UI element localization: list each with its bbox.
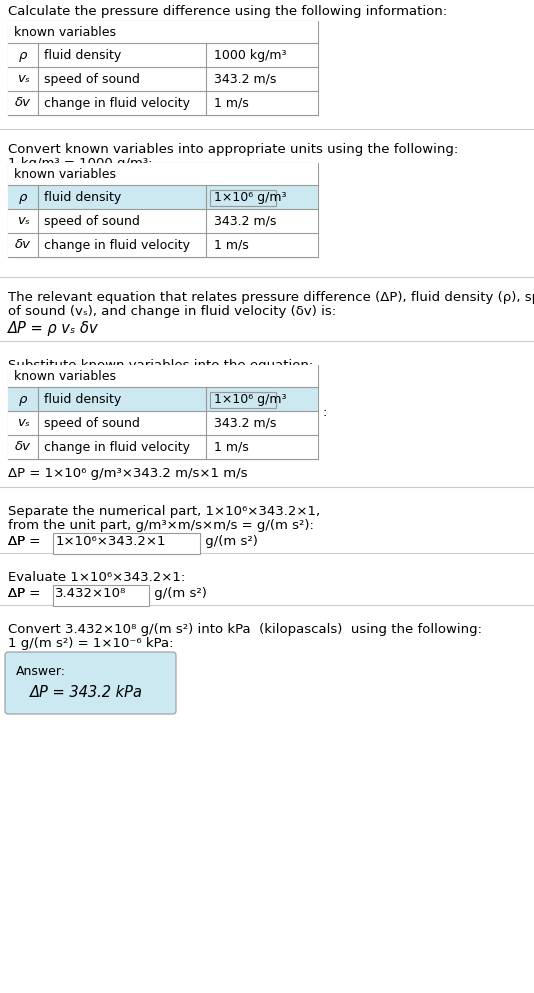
Text: 1 m/s: 1 m/s xyxy=(214,238,249,251)
Text: g/(m s²): g/(m s²) xyxy=(201,535,258,548)
Bar xyxy=(8,435,318,459)
Text: speed of sound: speed of sound xyxy=(44,416,140,430)
Text: g/(m s²): g/(m s²) xyxy=(151,587,207,600)
Text: ΔP = ρ vₛ δv: ΔP = ρ vₛ δv xyxy=(8,321,99,336)
Text: speed of sound: speed of sound xyxy=(44,214,140,227)
Text: 1 m/s: 1 m/s xyxy=(214,96,249,109)
Text: of sound (vₛ), and change in fluid velocity (δv) is:: of sound (vₛ), and change in fluid veloc… xyxy=(8,305,336,318)
FancyBboxPatch shape xyxy=(5,652,176,714)
Text: Separate the numerical part, 1×10⁶×343.2×1,: Separate the numerical part, 1×10⁶×343.2… xyxy=(8,505,320,518)
Text: from the unit part, g/m³×m/s×m/s = g/(m s²):: from the unit part, g/m³×m/s×m/s = g/(m … xyxy=(8,519,314,532)
Text: 1 g/(m s²) = 1×10⁻⁶ kPa:: 1 g/(m s²) = 1×10⁻⁶ kPa: xyxy=(8,637,174,650)
Text: ρ: ρ xyxy=(19,191,27,204)
Bar xyxy=(8,21,318,43)
Text: δv: δv xyxy=(15,238,31,251)
Text: :: : xyxy=(323,405,327,418)
Text: Convert known variables into appropriate units using the following:: Convert known variables into appropriate… xyxy=(8,143,458,156)
Bar xyxy=(8,21,318,115)
Text: 1×10⁶ g/m³: 1×10⁶ g/m³ xyxy=(214,392,287,405)
Bar xyxy=(8,67,318,91)
Text: fluid density: fluid density xyxy=(44,392,121,405)
Text: δv: δv xyxy=(15,441,31,454)
Text: ΔP =: ΔP = xyxy=(8,587,45,600)
Text: vₛ: vₛ xyxy=(17,416,29,430)
Text: 1×10⁶×343.2×1: 1×10⁶×343.2×1 xyxy=(55,535,166,548)
Text: change in fluid velocity: change in fluid velocity xyxy=(44,96,190,109)
Text: Evaluate 1×10⁶×343.2×1:: Evaluate 1×10⁶×343.2×1: xyxy=(8,571,185,584)
Text: 343.2 m/s: 343.2 m/s xyxy=(214,416,277,430)
Text: change in fluid velocity: change in fluid velocity xyxy=(44,441,190,454)
Text: 1000 kg/m³: 1000 kg/m³ xyxy=(214,49,287,62)
Text: Convert 3.432×10⁸ g/(m s²) into kPa  (kilopascals)  using the following:: Convert 3.432×10⁸ g/(m s²) into kPa (kil… xyxy=(8,623,482,636)
Bar xyxy=(8,387,318,411)
Bar xyxy=(8,185,318,209)
Text: ΔP = 343.2 kPa: ΔP = 343.2 kPa xyxy=(30,685,143,700)
Text: fluid density: fluid density xyxy=(44,191,121,204)
Bar xyxy=(8,411,318,435)
Text: ρ: ρ xyxy=(19,392,27,405)
Text: The relevant equation that relates pressure difference (ΔP), fluid density (ρ), : The relevant equation that relates press… xyxy=(8,291,534,304)
Text: known variables: known variables xyxy=(14,168,116,181)
FancyBboxPatch shape xyxy=(210,392,276,408)
Bar xyxy=(8,209,318,233)
Text: vₛ: vₛ xyxy=(17,214,29,227)
FancyBboxPatch shape xyxy=(210,190,276,206)
Text: known variables: known variables xyxy=(14,26,116,39)
Text: 1 kg/m³ = 1000 g/m³:: 1 kg/m³ = 1000 g/m³: xyxy=(8,157,153,170)
Bar xyxy=(8,43,318,67)
Text: ΔP = 1×10⁶ g/m³×343.2 m/s×1 m/s: ΔP = 1×10⁶ g/m³×343.2 m/s×1 m/s xyxy=(8,467,247,480)
Bar xyxy=(8,91,318,115)
Text: ΔP =: ΔP = xyxy=(8,535,45,548)
FancyBboxPatch shape xyxy=(53,533,200,554)
Bar xyxy=(8,365,318,459)
Bar xyxy=(8,163,318,257)
Bar xyxy=(8,163,318,185)
Text: ρ: ρ xyxy=(19,49,27,62)
Text: 1×10⁶ g/m³: 1×10⁶ g/m³ xyxy=(214,191,287,204)
Text: fluid density: fluid density xyxy=(44,49,121,62)
FancyBboxPatch shape xyxy=(53,585,150,606)
Bar xyxy=(8,365,318,387)
Text: vₛ: vₛ xyxy=(17,72,29,85)
Text: known variables: known variables xyxy=(14,369,116,382)
Text: Calculate the pressure difference using the following information:: Calculate the pressure difference using … xyxy=(8,5,447,18)
Bar xyxy=(8,233,318,257)
Text: speed of sound: speed of sound xyxy=(44,72,140,85)
Text: ΔP =: ΔP = xyxy=(8,535,45,548)
Text: 343.2 m/s: 343.2 m/s xyxy=(214,72,277,85)
Text: change in fluid velocity: change in fluid velocity xyxy=(44,238,190,251)
Text: 343.2 m/s: 343.2 m/s xyxy=(214,214,277,227)
Text: 1 m/s: 1 m/s xyxy=(214,441,249,454)
Text: Substitute known variables into the equation:: Substitute known variables into the equa… xyxy=(8,359,313,372)
Text: ΔP =: ΔP = xyxy=(8,587,45,600)
Text: δv: δv xyxy=(15,96,31,109)
Text: 3.432×10⁸: 3.432×10⁸ xyxy=(55,587,127,600)
Text: Answer:: Answer: xyxy=(16,665,66,678)
